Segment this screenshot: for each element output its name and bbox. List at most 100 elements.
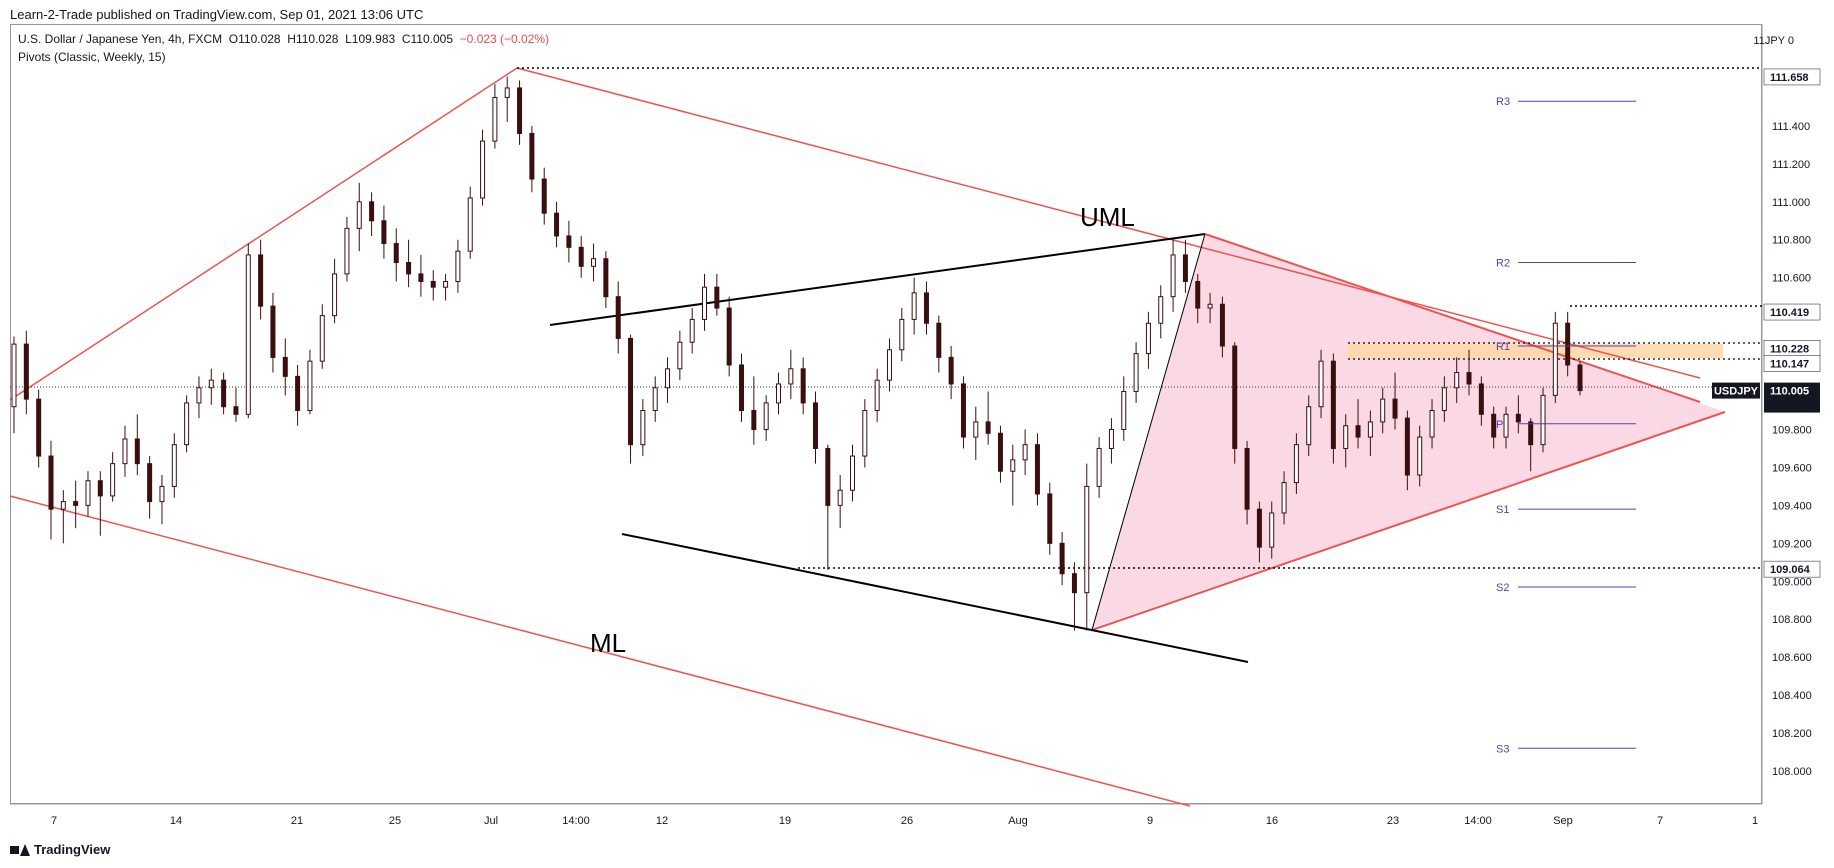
candle-body: [554, 212, 560, 237]
pivot-label-r1: R1: [1496, 341, 1510, 353]
triangle-upper-trendline: [1204, 233, 1701, 403]
y-tick-label: 111.200: [1772, 159, 1810, 171]
candle-body: [1096, 447, 1102, 487]
candle-body: [936, 322, 942, 358]
triangle-lower-trendline: [1091, 411, 1726, 631]
candle-body: [1454, 372, 1460, 389]
high-value: H110.028: [287, 32, 339, 46]
x-tick-label: 16: [1266, 815, 1278, 827]
candle-body: [1491, 413, 1497, 438]
candle-body: [862, 410, 868, 457]
candle-body: [714, 286, 720, 309]
candle-body: [184, 402, 190, 446]
candle-body: [393, 243, 399, 264]
y-tick-label: 108.600: [1772, 652, 1812, 664]
y-tick-label: 109.800: [1772, 424, 1812, 436]
candle-body: [1343, 425, 1349, 449]
candle-body: [1330, 360, 1336, 449]
price-axis[interactable]: 111.400 111.200 111.000 110.800 110.600 109.8…: [1772, 121, 1812, 778]
level-price-tag: [1763, 68, 1821, 86]
candle-body: [295, 375, 301, 412]
y-tick-label: 108.200: [1772, 728, 1812, 740]
pivot-label-r3: R3: [1496, 96, 1510, 108]
candle-body: [134, 438, 140, 465]
candle-body: [1540, 394, 1546, 446]
candles-layer: [11, 76, 1583, 631]
change-value: −0.023 (−0.02%): [459, 32, 550, 46]
candle-body: [171, 444, 177, 487]
current-price-value: 110.005: [1770, 386, 1809, 398]
candle-body: [332, 273, 338, 317]
level-price-value: 110.228: [1770, 343, 1809, 355]
low-value: L109.983: [345, 32, 396, 46]
candle-body: [480, 140, 486, 199]
symbol-name[interactable]: U.S. Dollar / Japanese Yen, 4h, FXCM: [18, 32, 223, 46]
x-tick-label: 14:00: [1464, 815, 1492, 827]
candle-body: [899, 318, 905, 351]
candle-body: [1577, 364, 1583, 392]
close-value: C110.005: [401, 32, 453, 46]
candle-body: [825, 447, 831, 506]
annotation-uml: UML: [1080, 202, 1135, 232]
candle-body: [282, 356, 288, 377]
candle-body: [997, 432, 1003, 472]
pivot-label-s2: S2: [1496, 582, 1509, 594]
drawings-layer[interactable]: UML ML: [9, 67, 1762, 807]
candle-body: [849, 455, 855, 491]
level-price-value: 110.147: [1770, 359, 1809, 371]
candle-body: [430, 280, 436, 288]
x-tick-label: Jul: [484, 815, 498, 827]
candle-body: [1133, 353, 1139, 393]
candle-body: [529, 132, 535, 180]
candle-body: [23, 343, 29, 400]
candle-body: [467, 197, 473, 252]
level-price-value: 109.064: [1770, 564, 1811, 576]
candle-body: [406, 262, 412, 275]
candle-body: [1034, 444, 1040, 495]
tradingview-logo-icon: [10, 843, 30, 856]
candle-body: [1170, 254, 1176, 298]
candle-body: [1281, 482, 1287, 514]
candle-body: [1207, 303, 1213, 309]
x-tick-label: 21: [291, 815, 303, 827]
candle-body: [36, 398, 42, 457]
y-tick-label: 111.400: [1772, 121, 1810, 133]
symbol-legend: U.S. Dollar / Japanese Yen, 4h, FXCM O11…: [18, 32, 549, 46]
candle-body: [1380, 398, 1386, 423]
candle-body: [776, 383, 782, 404]
candle-body: [443, 280, 449, 288]
candle-body: [911, 292, 917, 320]
candle-body: [1256, 508, 1262, 548]
candle-body: [603, 258, 609, 298]
indicator-legend[interactable]: Pivots (Classic, Weekly, 15): [18, 50, 166, 64]
pivot-label-p: P: [1496, 419, 1503, 431]
candle-body: [541, 178, 547, 214]
candle-body: [11, 343, 17, 408]
candle-body: [1145, 322, 1151, 355]
candle-body: [147, 463, 153, 503]
candle-body: [1293, 444, 1299, 484]
candle-body: [874, 379, 880, 412]
candle-body: [1318, 360, 1324, 408]
candle-body: [948, 356, 954, 385]
time-axis[interactable]: 7 14 21 25 Jul 14:00 12 19 26 Aug 9 16 23 14:00 Sep 7 1: [51, 815, 1758, 827]
candle-body: [751, 410, 757, 430]
candle-body: [1158, 296, 1164, 324]
candle-body: [689, 318, 695, 343]
pivot-label-s3: S3: [1496, 743, 1509, 755]
candle-body: [652, 387, 658, 412]
candle-body: [1503, 413, 1509, 438]
symbol-tag-label: USDJPY: [1714, 386, 1759, 398]
upper-median-line: [516, 67, 1701, 379]
candle-body: [677, 341, 683, 370]
candle-body: [1515, 413, 1521, 423]
candle-body: [726, 307, 732, 366]
tradingview-logo[interactable]: TradingView: [10, 842, 110, 857]
candle-body: [1306, 406, 1312, 446]
candle-body: [270, 305, 276, 358]
pivot-label-r2: R2: [1496, 258, 1510, 270]
candle-body: [381, 220, 387, 245]
candle-body: [208, 379, 214, 389]
candle-body: [1466, 372, 1472, 385]
